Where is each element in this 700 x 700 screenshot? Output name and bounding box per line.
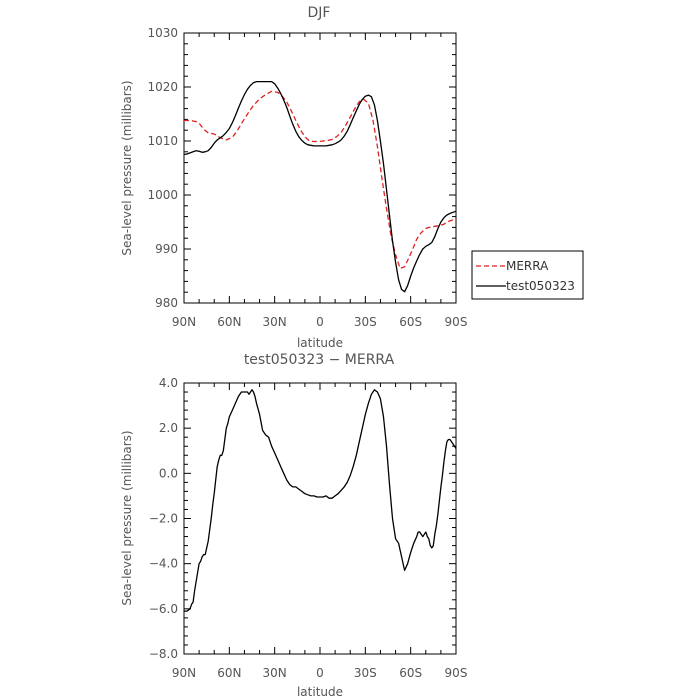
legend-label-test050323: test050323: [506, 279, 575, 293]
series-lines: [183, 80, 457, 293]
x-tick-label: 60S: [399, 666, 422, 680]
y-tick-label: −2.0: [149, 512, 178, 526]
x-tick-label: 0: [316, 315, 324, 329]
x-tick-label: 90S: [445, 666, 468, 680]
y-tick-label: 1010: [147, 134, 178, 148]
y-tick-label: 1020: [147, 80, 178, 94]
series-line-difference: [184, 389, 457, 612]
panel-djf: DJF 90N 60N 30N 0 30S 60S 90S 980 990 1000 1010 102…: [120, 5, 584, 350]
y-tick-label: 1000: [147, 188, 178, 202]
x-tick-label: 60N: [217, 315, 241, 329]
x-tick-label: 30S: [354, 315, 377, 329]
x-axis-label: latitude: [297, 685, 343, 699]
series-line-merra: [184, 90, 457, 270]
y-tick-label: 990: [155, 242, 178, 256]
legend-label-merra: MERRA: [506, 259, 549, 273]
axis-ticks: 90N 60N 30N 0 30S 60S 90S 980 990 1000 1010 1020 103…: [147, 26, 467, 329]
x-tick-label: 30N: [263, 666, 287, 680]
chart-title: test050323 − MERRA: [244, 352, 395, 368]
x-axis-label: latitude: [297, 336, 343, 350]
y-tick-label: 1030: [147, 26, 178, 40]
y-tick-label: −6.0: [149, 602, 178, 616]
x-tick-label: 90N: [172, 666, 196, 680]
y-axis-label: Sea-level pressure (millibars): [120, 80, 134, 255]
x-tick-label: 90S: [445, 315, 468, 329]
y-tick-label: 4.0: [159, 376, 178, 390]
plot-frame: [183, 382, 457, 655]
x-tick-label: 60S: [399, 315, 422, 329]
axis-ticks: 90N 60N 30N 0 30S 60S 90S −8.0 −6.0 −4.0 −2.0 0.0 2.…: [149, 376, 468, 680]
y-tick-label: 2.0: [159, 421, 178, 435]
y-axis-label: Sea-level pressure (millibars): [120, 430, 134, 605]
y-tick-label: −8.0: [149, 647, 178, 661]
x-tick-label: 30S: [354, 666, 377, 680]
panel-difference: test050323 − MERRA 90N 60N 30N 0 30S 60S 90S −8…: [120, 352, 467, 699]
chart-title: DJF: [308, 5, 331, 21]
x-tick-label: 60N: [217, 666, 241, 680]
x-tick-label: 90N: [172, 315, 196, 329]
x-tick-label: 0: [316, 666, 324, 680]
series-lines: [184, 389, 457, 612]
plot-frame: [183, 32, 457, 304]
y-tick-label: −4.0: [149, 557, 178, 571]
legend-box: [471, 250, 584, 300]
series-line-test050323: [183, 80, 457, 293]
y-tick-label: 980: [155, 296, 178, 310]
y-tick-label: 0.0: [159, 466, 178, 480]
legend: MERRA test050323: [471, 250, 584, 300]
x-tick-label: 30N: [263, 315, 287, 329]
